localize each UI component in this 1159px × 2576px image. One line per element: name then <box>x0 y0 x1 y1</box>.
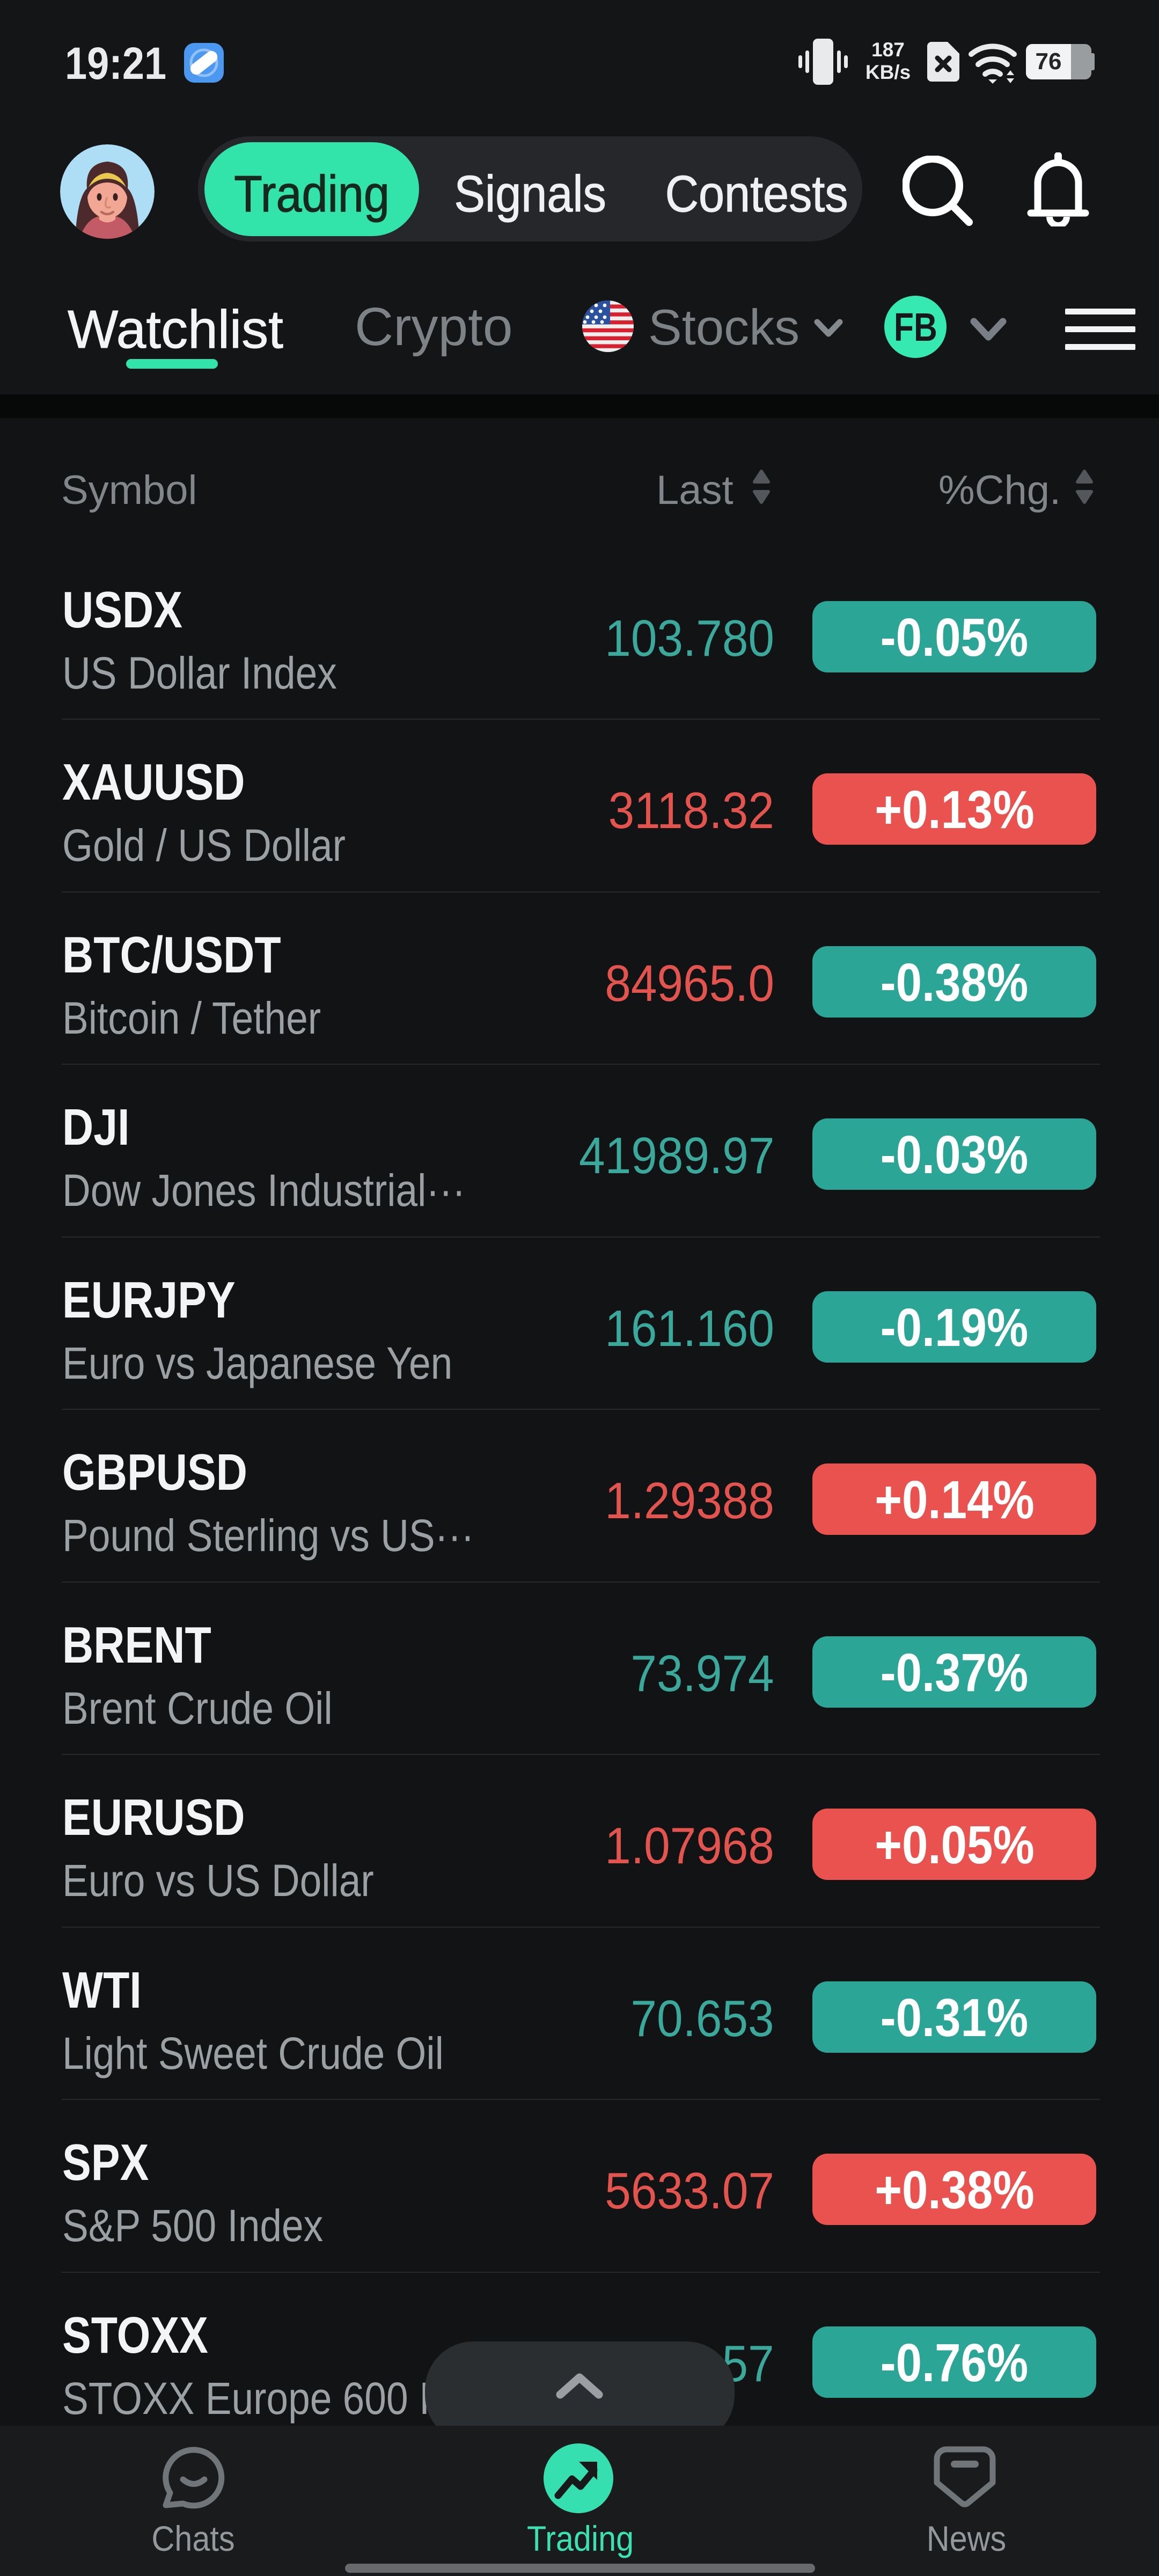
svg-text:76: 76 <box>1036 48 1062 75</box>
